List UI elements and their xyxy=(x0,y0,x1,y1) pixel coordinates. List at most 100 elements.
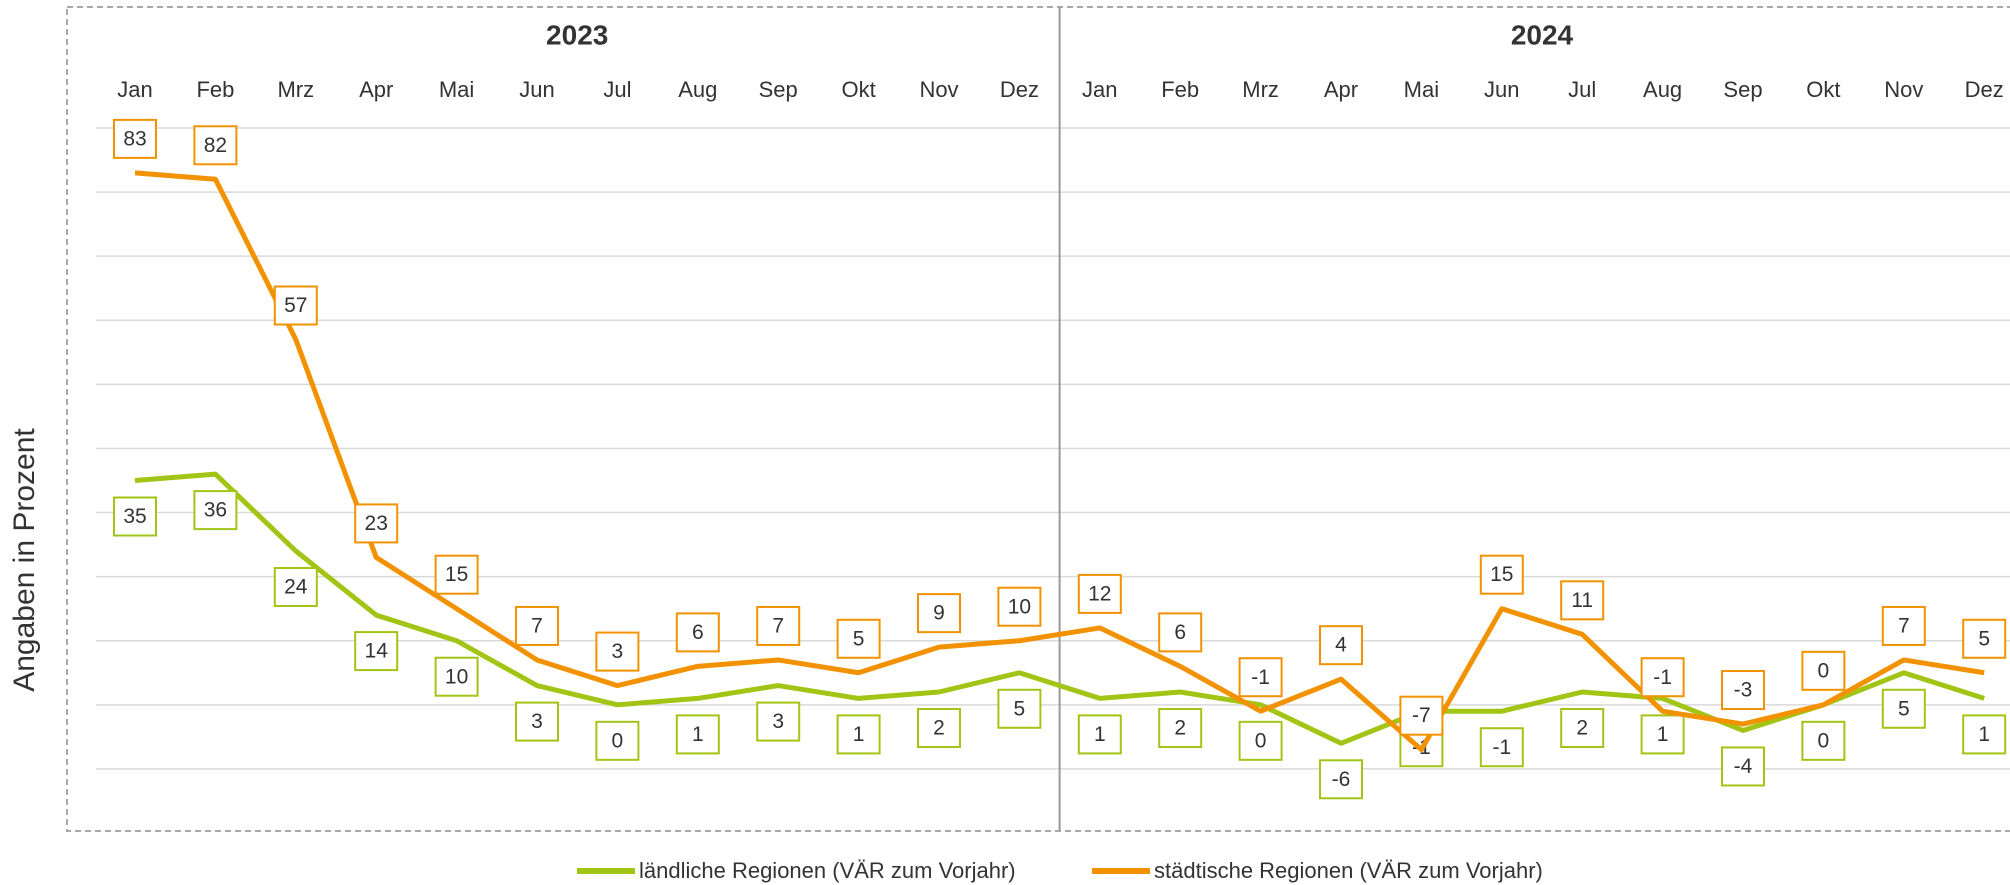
y-axis-label: Angaben in Prozent xyxy=(8,428,41,692)
value-label-box xyxy=(595,631,640,672)
value-label: 0 xyxy=(612,729,624,752)
value-label-box xyxy=(434,554,479,595)
x-tick-label: Aug xyxy=(1643,77,1682,102)
x-tick-label: Apr xyxy=(359,77,393,102)
value-label-box xyxy=(354,631,399,672)
x-tick-label: Dez xyxy=(1965,77,2004,102)
value-label: 14 xyxy=(365,640,389,663)
value-label: 83 xyxy=(123,127,146,150)
value-label-box xyxy=(113,496,157,537)
value-label: 24 xyxy=(284,576,308,599)
value-label: 57 xyxy=(284,294,307,317)
value-label-box xyxy=(1640,714,1685,755)
legend-label: ländliche Regionen (VÄR zum Vorjahr) xyxy=(639,858,1016,883)
value-label-box xyxy=(193,490,238,531)
value-label-box xyxy=(1962,714,2007,755)
value-label: 5 xyxy=(1014,697,1026,720)
value-label-box xyxy=(1479,554,1524,595)
value-label-box xyxy=(917,593,961,634)
x-tick-label: Mrz xyxy=(1242,77,1279,102)
value-label: 0 xyxy=(1255,729,1267,752)
value-label: 10 xyxy=(1008,595,1031,618)
value-label-box xyxy=(1158,708,1203,748)
x-tick-label: Mrz xyxy=(277,77,314,102)
value-label: 1 xyxy=(1657,723,1669,746)
value-label: 0 xyxy=(1818,729,1830,752)
value-label-box xyxy=(1319,759,1363,800)
value-label-box xyxy=(917,708,961,748)
value-label: -3 xyxy=(1734,679,1753,702)
value-label-box xyxy=(1238,657,1283,698)
series-line xyxy=(134,471,1985,746)
value-label-box xyxy=(193,125,238,166)
value-label: 82 xyxy=(204,134,227,157)
value-label-box xyxy=(675,714,720,755)
value-label-box xyxy=(1319,625,1363,666)
legend-label: städtische Regionen (VÄR zum Vorjahr) xyxy=(1154,858,1543,883)
value-label-box xyxy=(836,618,881,659)
value-label: 2 xyxy=(1174,717,1186,740)
value-label-box xyxy=(997,688,1042,729)
value-label-box xyxy=(1560,580,1605,621)
x-tick-label: Jun xyxy=(1484,77,1519,102)
x-tick-label: Nov xyxy=(1884,77,1923,102)
value-label: 7 xyxy=(531,615,543,638)
x-tick-label: Feb xyxy=(196,77,234,102)
value-label: 35 xyxy=(123,505,146,528)
value-label-box xyxy=(1238,720,1283,761)
value-label: 5 xyxy=(853,627,865,650)
value-label: 1 xyxy=(853,723,865,746)
series-line xyxy=(134,170,1985,753)
value-label: 6 xyxy=(1174,621,1186,644)
value-label: 12 xyxy=(1088,582,1111,605)
x-tick-label: Sep xyxy=(759,77,798,102)
x-tick-label: Apr xyxy=(1324,77,1358,102)
x-tick-label: Aug xyxy=(678,77,717,102)
value-label: -1 xyxy=(1251,666,1270,689)
value-label-box xyxy=(1801,650,1846,691)
value-label-box xyxy=(1560,708,1605,748)
value-label-box xyxy=(515,605,559,646)
value-label: 2 xyxy=(1576,717,1588,740)
value-label: 5 xyxy=(1978,627,1990,650)
group-label: 2023 xyxy=(546,19,608,50)
value-label: 7 xyxy=(772,615,784,638)
value-label: 3 xyxy=(612,640,624,663)
value-label-box xyxy=(273,567,318,607)
value-label: 3 xyxy=(772,710,784,733)
value-label: -7 xyxy=(1412,704,1431,727)
value-label: 7 xyxy=(1898,615,1910,638)
x-tick-label: Jan xyxy=(1082,77,1117,102)
value-label: -6 xyxy=(1332,768,1351,791)
x-tick-label: Mai xyxy=(439,77,474,102)
value-label-box xyxy=(434,656,479,697)
value-label: -1 xyxy=(1653,666,1672,689)
value-label: 10 xyxy=(445,665,468,688)
x-tick-label: Okt xyxy=(841,77,875,102)
value-label-box xyxy=(756,605,801,646)
value-label-box xyxy=(515,701,559,742)
x-tick-label: Jun xyxy=(519,77,554,102)
value-label-box xyxy=(595,720,640,761)
plot-frame xyxy=(66,6,2010,832)
value-label: 9 xyxy=(933,602,945,625)
value-label: 2 xyxy=(933,717,945,740)
x-tick-label: Dez xyxy=(1000,77,1039,102)
value-label: 5 xyxy=(1898,697,1910,720)
value-label: 36 xyxy=(204,499,227,522)
value-label-box xyxy=(1479,727,1524,768)
value-label-box xyxy=(836,714,881,755)
value-label-box xyxy=(1158,612,1203,653)
x-tick-label: Feb xyxy=(1161,77,1199,102)
value-label-box xyxy=(1962,618,2007,659)
value-label-box xyxy=(1077,573,1122,614)
value-label: 4 xyxy=(1335,634,1347,657)
value-label: 23 xyxy=(365,512,388,535)
value-label-box xyxy=(675,612,720,653)
value-label: 1 xyxy=(1094,723,1106,746)
value-label: 15 xyxy=(445,563,468,586)
x-tick-label: Okt xyxy=(1806,77,1840,102)
value-label-box xyxy=(1077,714,1122,755)
group-label: 2024 xyxy=(1511,19,1574,50)
